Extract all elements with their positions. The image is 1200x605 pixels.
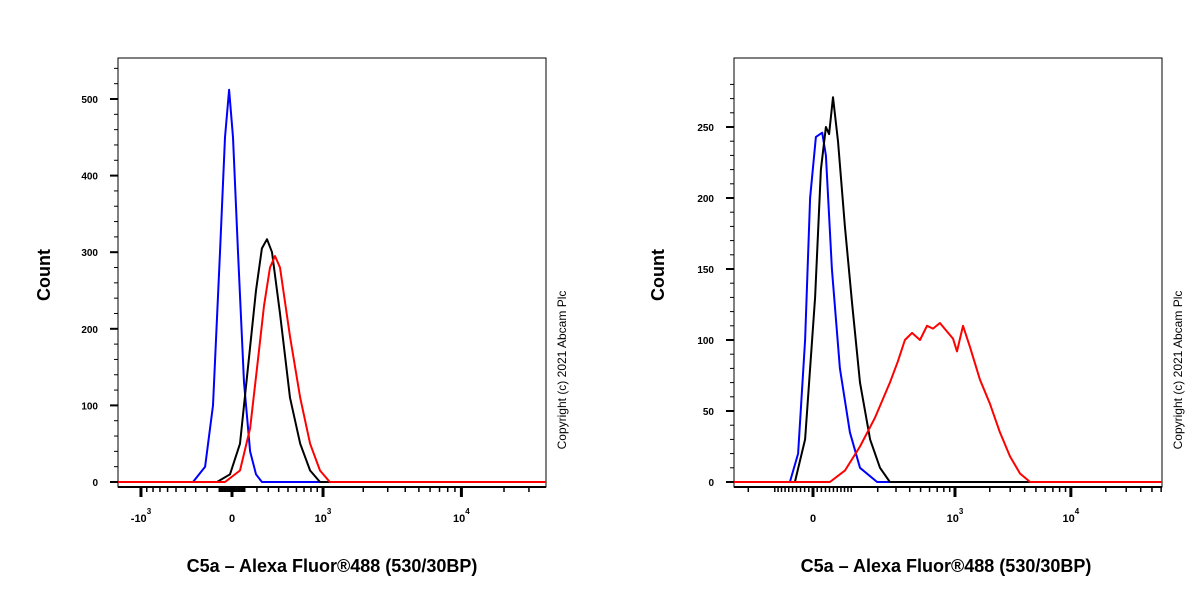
histogram-series-1 <box>118 88 546 483</box>
histogram-series-2 <box>118 238 546 483</box>
histogram-series-1 <box>734 131 1162 483</box>
x-axis-title: C5a – Alexa Fluor®488 (530/30BP) <box>801 556 1092 576</box>
x-tick-base: 10 <box>1062 513 1074 525</box>
x-tick-exponent: 4 <box>465 507 470 516</box>
y-tick-label: 500 <box>81 95 98 106</box>
x-tick-exponent: 4 <box>1075 507 1080 516</box>
x-tick-exponent: 3 <box>147 507 152 516</box>
y-tick-label: 100 <box>697 336 714 347</box>
x-tick-label: 104 <box>1062 507 1079 525</box>
x-tick-base: -10 <box>131 513 147 525</box>
y-tick-label: 50 <box>703 407 715 418</box>
x-tick-label: 0 <box>229 513 235 525</box>
y-axis-title: Count <box>34 249 54 301</box>
x-tick-label: 103 <box>947 507 964 525</box>
x-tick-base: 0 <box>229 513 235 525</box>
x-axis-title: C5a – Alexa Fluor®488 (530/30BP) <box>187 556 478 576</box>
x-tick-base: 0 <box>810 513 816 525</box>
x-tick-label: 0 <box>810 513 816 525</box>
y-tick-label: 300 <box>81 248 98 259</box>
y-tick-label: 250 <box>697 123 714 134</box>
x-tick-base: 10 <box>315 513 327 525</box>
x-tick-exponent: 3 <box>959 507 964 516</box>
y-axis-title: Count <box>648 249 668 301</box>
histogram-series-2 <box>734 96 1162 483</box>
y-tick-label: 150 <box>697 265 714 276</box>
copyright-text: Copyright (c) 2021 Abcam Plc <box>1171 291 1185 450</box>
plot-frame <box>117 57 547 488</box>
x-tick-label: 103 <box>315 507 332 525</box>
y-tick-label: 200 <box>697 194 714 205</box>
y-tick-label: 0 <box>92 478 98 489</box>
y-tick-label: 0 <box>708 478 714 489</box>
copyright-text: Copyright (c) 2021 Abcam Plc <box>555 291 569 450</box>
x-tick-base: 10 <box>947 513 959 525</box>
histogram-series-3 <box>118 255 546 483</box>
plot-frame <box>733 57 1163 488</box>
x-tick-label: 104 <box>453 507 470 525</box>
y-tick-label: 200 <box>81 325 98 336</box>
x-tick-label: -103 <box>131 507 152 525</box>
x-tick-base: 10 <box>453 513 465 525</box>
x-tick-exponent: 3 <box>327 507 332 516</box>
y-tick-label: 100 <box>81 401 98 412</box>
histogram-series-3 <box>734 322 1162 483</box>
y-tick-label: 400 <box>81 172 98 183</box>
